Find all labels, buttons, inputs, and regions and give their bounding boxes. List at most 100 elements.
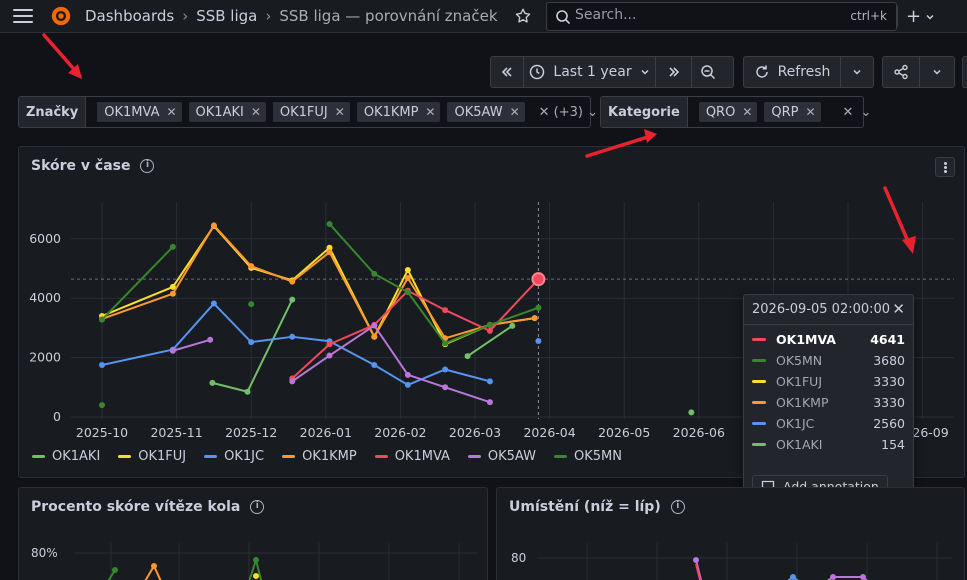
legend-item[interactable]: OK1FUJ	[118, 449, 186, 464]
data-point	[486, 399, 493, 406]
legend-swatch	[553, 455, 567, 458]
remove-icon[interactable]: ✕	[509, 105, 520, 119]
variable-label: Značky	[19, 97, 87, 127]
x-tick-label: 2026-01	[300, 425, 352, 440]
remove-icon[interactable]: ✕	[425, 105, 436, 119]
variable-label: Kategorie	[601, 97, 688, 127]
clock-icon	[530, 64, 545, 80]
legend-item[interactable]: OK1JC	[204, 449, 264, 464]
search-input[interactable]	[575, 7, 825, 23]
time-range-label: Last 1 year	[553, 64, 632, 80]
info-icon[interactable]: i	[140, 159, 155, 173]
data-point	[486, 321, 493, 328]
refresh-button[interactable]: Refresh	[744, 57, 841, 87]
data-point	[371, 333, 378, 340]
annotation-arrow	[585, 129, 657, 158]
share-options-button[interactable]	[920, 57, 954, 87]
tooltip-rows: OK1MVA 4641 OK5MN 3680 OK1FUJ 3330 OK1KMP 3330 O…	[744, 325, 913, 455]
tooltip-swatch	[752, 380, 766, 383]
variable-kategorie-select[interactable]: QRO ✕ QRP ✕ ✕ ⌄	[688, 102, 872, 122]
breadcrumb-folder[interactable]: SSB liga	[196, 7, 258, 25]
data-point	[169, 283, 176, 290]
series-line-ok5aw	[291, 324, 491, 404]
tooltip-series-name: OK1MVA	[776, 332, 836, 347]
chip-label: OK1KMP	[363, 104, 419, 120]
share-button[interactable]	[883, 57, 920, 87]
data-point	[464, 353, 471, 360]
legend-item[interactable]: OK5MN	[553, 449, 622, 464]
legend-swatch	[374, 455, 388, 458]
info-icon[interactable]: i	[670, 500, 685, 514]
chip: QRP ✕	[764, 102, 821, 122]
menu-icon[interactable]	[13, 9, 33, 24]
data-point	[404, 289, 411, 296]
refresh-icon	[755, 65, 768, 78]
legend-label: OK5AW	[487, 449, 536, 464]
line-chart-partial[interactable]	[497, 488, 965, 580]
line-chart[interactable]: 0 2000 4000 6000 2025-10 2025-11 2025-12 2026-0…	[19, 147, 965, 478]
legend-item[interactable]: OK1AKI	[32, 449, 100, 464]
remove-icon[interactable]: ✕	[805, 105, 816, 119]
remove-icon[interactable]: ✕	[250, 105, 261, 119]
info-icon[interactable]: i	[250, 500, 265, 514]
tooltip-header: 2026-09-05 02:00:00	[744, 295, 913, 325]
chip: OK1MVA ✕	[97, 102, 182, 122]
clear-icon[interactable]: ✕	[842, 104, 854, 120]
line-chart-partial[interactable]	[19, 488, 488, 580]
time-forward-button[interactable]	[656, 57, 692, 87]
data-point	[326, 244, 333, 251]
series-line-ok1aki	[466, 324, 513, 357]
legend-item[interactable]: OK1KMP	[282, 449, 357, 464]
x-tick-label: 2025-12	[225, 425, 277, 440]
breadcrumb-dashboards[interactable]: Dashboards	[85, 7, 175, 25]
refresh-interval-button[interactable]	[841, 57, 873, 87]
remove-icon[interactable]: ✕	[334, 105, 345, 119]
close-icon[interactable]: ✕	[892, 300, 905, 318]
data-point	[99, 362, 105, 369]
data-point	[210, 222, 217, 229]
chip: OK1FUJ ✕	[272, 102, 350, 122]
remove-icon[interactable]: ✕	[742, 105, 753, 119]
panel-title-text: Umístění (níž = líp)	[509, 499, 661, 515]
data-point	[442, 384, 449, 391]
variable-znacky-select[interactable]: OK1MVA ✕ OK1AKI ✕ OK1FUJ ✕ OK1KMP ✕ OK5AW ✕ ✕…	[86, 102, 598, 122]
remove-icon[interactable]: ✕	[166, 105, 177, 119]
data-point	[404, 266, 411, 273]
chevron-down-icon	[933, 69, 941, 75]
search-icon	[556, 10, 571, 25]
time-range-picker[interactable]: Last 1 year	[524, 57, 656, 87]
chevron-down-icon[interactable]: ⌄	[587, 104, 599, 120]
chip: OK1KMP ✕	[356, 102, 441, 122]
tooltip-row: OK5MN 3680	[744, 350, 913, 371]
data-point	[289, 333, 296, 340]
legend-item[interactable]: OK1MVA	[374, 449, 450, 464]
edit-button-partial[interactable]	[962, 56, 967, 88]
legend-swatch	[282, 455, 296, 458]
refresh-group: Refresh	[743, 56, 874, 88]
grafana-logo-icon[interactable]	[50, 5, 72, 27]
breadcrumb-separator-icon: ›	[265, 7, 272, 25]
tooltip-swatch	[752, 338, 766, 341]
star-icon[interactable]	[514, 7, 532, 25]
legend-label: OK1FUJ	[138, 449, 187, 464]
zoom-out-button[interactable]	[692, 57, 723, 87]
clear-icon[interactable]: ✕	[538, 104, 550, 120]
panel-umisteni: Umístění (níž = líp) i 80	[496, 487, 965, 580]
time-picker-group: Last 1 year	[490, 56, 734, 88]
search-box[interactable]: ctrl+k	[546, 2, 897, 31]
time-back-button[interactable]	[491, 57, 524, 87]
tooltip-swatch	[752, 359, 766, 362]
data-point	[326, 341, 333, 348]
data-point	[486, 327, 493, 334]
data-point	[248, 301, 255, 308]
data-point	[289, 296, 296, 303]
x-tick-label: 2026-03	[449, 425, 501, 440]
chevron-down-icon[interactable]: ⌄	[860, 104, 872, 120]
tooltip-series-name: OK1KMP	[776, 395, 829, 410]
new-button[interactable]: +	[906, 6, 935, 27]
legend-swatch	[204, 455, 218, 458]
series-line-ok5aw	[172, 338, 211, 352]
panel-menu-button[interactable]	[935, 157, 955, 177]
x-tick-label: 2026-05	[598, 425, 650, 440]
legend-item[interactable]: OK5AW	[467, 449, 536, 464]
